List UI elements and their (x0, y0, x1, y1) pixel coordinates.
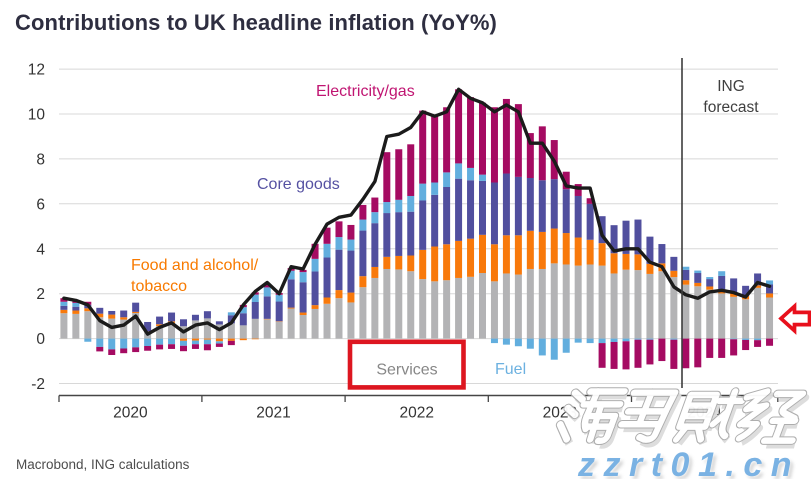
svg-text:Electricity/gas: Electricity/gas (316, 83, 415, 100)
svg-text:tobacco: tobacco (131, 278, 187, 295)
svg-text:ING: ING (717, 78, 745, 95)
svg-text:Core goods: Core goods (257, 176, 340, 193)
svg-text:Services: Services (376, 362, 437, 379)
svg-text:Food and alcohol/: Food and alcohol/ (131, 257, 259, 274)
svg-text:0: 0 (36, 331, 45, 348)
svg-text:4: 4 (36, 241, 45, 258)
svg-text:2020: 2020 (113, 405, 148, 422)
svg-text:Fuel: Fuel (495, 361, 526, 378)
svg-text:2021: 2021 (256, 405, 290, 422)
svg-text:forecast: forecast (703, 99, 759, 116)
svg-text:2: 2 (36, 286, 45, 303)
svg-text:6: 6 (36, 196, 45, 213)
svg-text:12: 12 (28, 62, 45, 79)
svg-text:8: 8 (36, 151, 45, 168)
svg-text:2022: 2022 (399, 405, 433, 422)
svg-text:-2: -2 (31, 376, 45, 393)
svg-text:10: 10 (28, 107, 46, 124)
